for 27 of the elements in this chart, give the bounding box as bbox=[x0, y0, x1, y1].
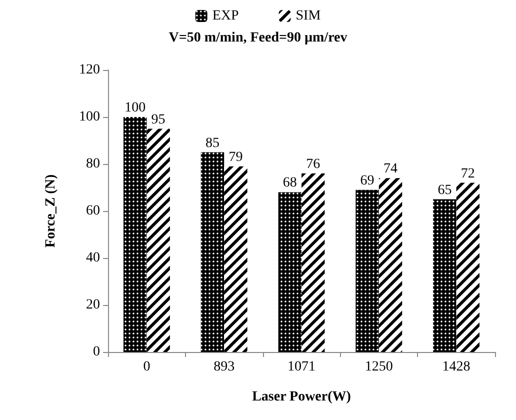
y-axis-title: Force_Z (N) bbox=[44, 174, 58, 248]
data-label: 65 bbox=[438, 182, 452, 198]
x-tick-label: 1250 bbox=[364, 360, 393, 374]
legend-label: SIM bbox=[296, 8, 322, 24]
legend-label: EXP bbox=[212, 8, 239, 24]
y-tick-label: 120 bbox=[79, 62, 100, 78]
x-tick-label: 0 bbox=[143, 360, 150, 374]
x-axis-title: Laser Power(W) bbox=[252, 390, 352, 404]
data-label: 95 bbox=[151, 112, 166, 128]
chart-title: V=50 m/min, Feed=90 µm/rev bbox=[168, 30, 348, 46]
y-tick-label: 60 bbox=[86, 204, 100, 218]
y-tick-label: 0 bbox=[93, 344, 100, 360]
y-tick-label: 80 bbox=[86, 156, 100, 172]
data-label: 72 bbox=[460, 166, 475, 182]
data-label: 74 bbox=[384, 162, 398, 177]
data-label: 69 bbox=[360, 173, 374, 188]
data-label: 79 bbox=[228, 150, 243, 165]
data-label: 68 bbox=[282, 176, 297, 191]
data-label: 85 bbox=[205, 136, 220, 151]
y-tick-label: 100 bbox=[79, 110, 100, 124]
y-tick-label: 40 bbox=[86, 250, 100, 266]
x-tick-label: 893 bbox=[214, 360, 235, 374]
x-tick-label: 1428 bbox=[442, 360, 470, 374]
x-tick-label: 1071 bbox=[288, 360, 316, 374]
data-label: 76 bbox=[306, 156, 320, 172]
data-label: 100 bbox=[124, 100, 146, 116]
y-tick-label: 20 bbox=[86, 298, 100, 312]
